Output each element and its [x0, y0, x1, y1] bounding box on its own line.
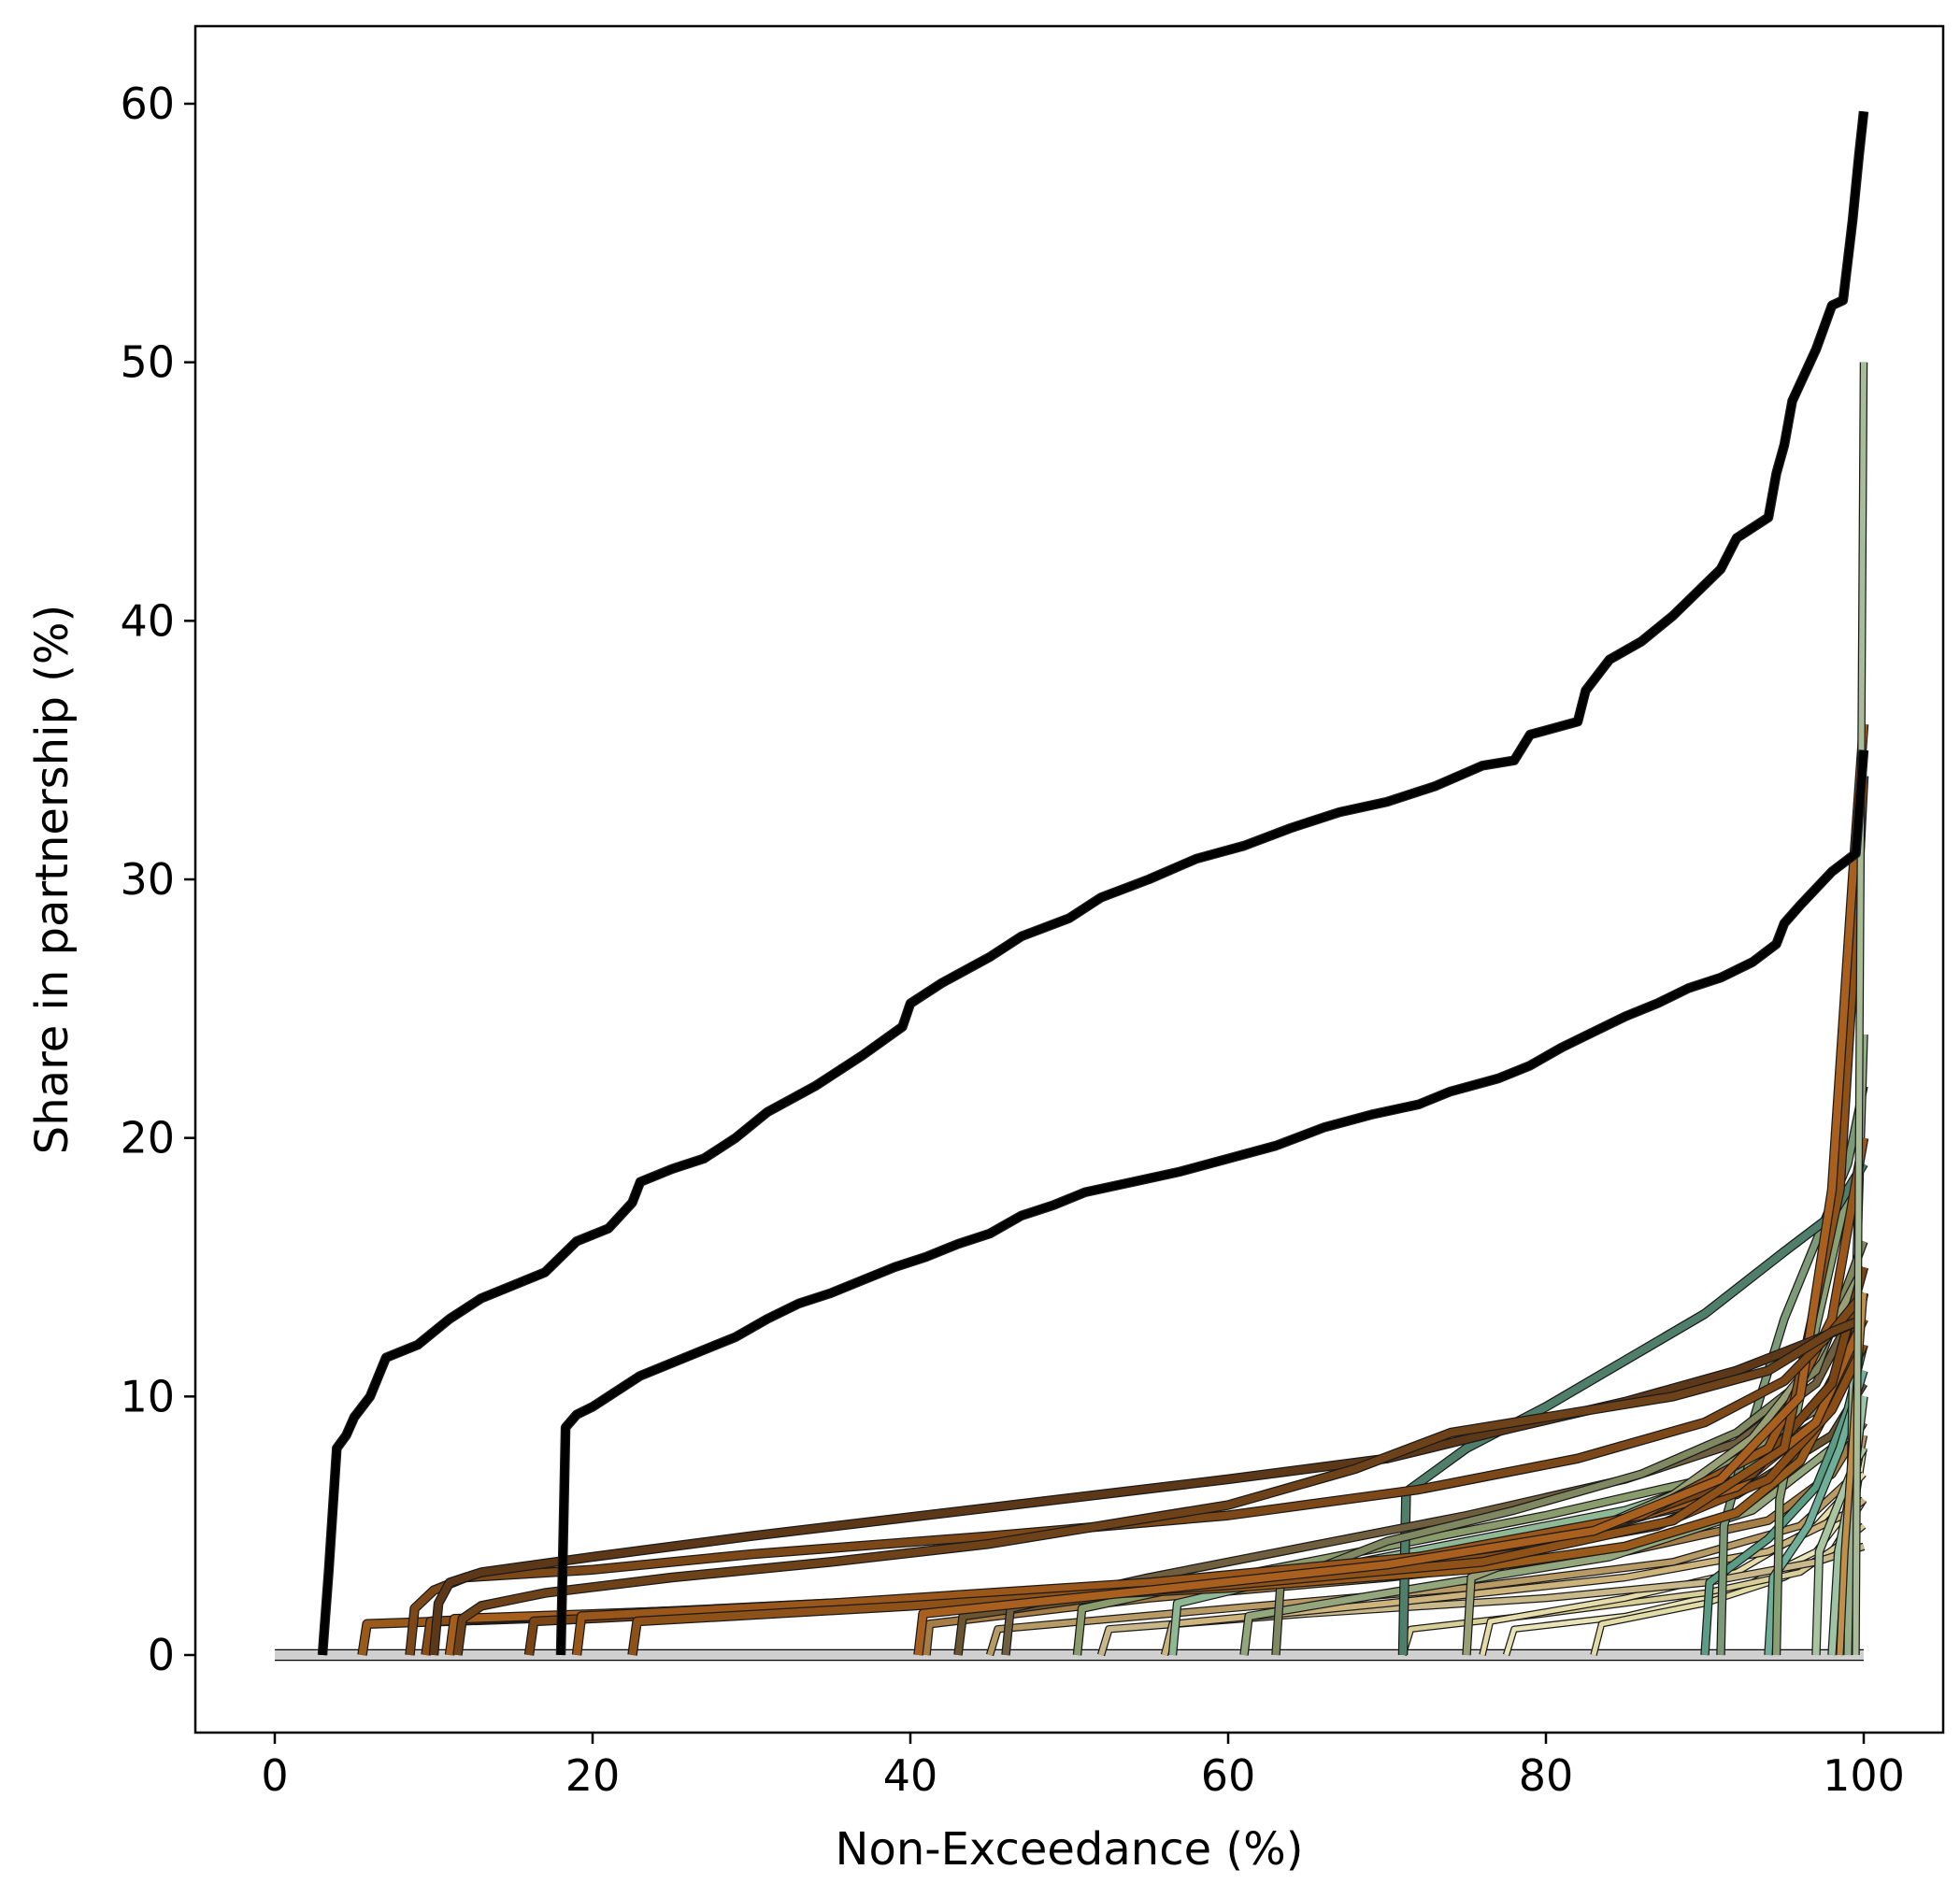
series-30-line	[914, 723, 1867, 1656]
series-layer	[275, 110, 1869, 1662]
y-tick-label: 30	[120, 854, 175, 905]
x-tick-label: 60	[1201, 1750, 1256, 1801]
y-tick-label: 10	[120, 1371, 175, 1421]
series-37-line	[557, 749, 1867, 1656]
y-tick-label: 40	[120, 595, 175, 646]
series-36-line	[319, 110, 1867, 1656]
series-17-line	[1717, 1085, 1867, 1656]
y-axis-label: Share in partnership (%)	[26, 605, 79, 1154]
x-tick-label: 0	[261, 1750, 288, 1801]
y-axis: 0 10 20 30 40 50 60	[120, 78, 195, 1680]
series-29-line	[628, 776, 1867, 1656]
series-20-line	[1399, 1162, 1867, 1656]
x-axis: 0 20 40 60 80 100	[261, 1733, 1905, 1801]
series-33-line	[453, 1315, 1866, 1656]
x-tick-label: 80	[1519, 1750, 1574, 1801]
x-tick-label: 40	[883, 1750, 938, 1801]
series-32-line	[430, 1315, 1866, 1656]
y-tick-label: 60	[120, 78, 175, 129]
x-tick-label: 20	[565, 1750, 621, 1801]
y-tick-label: 20	[120, 1113, 175, 1163]
x-axis-label: Non-Exceedance (%)	[836, 1823, 1304, 1876]
y-tick-label: 0	[148, 1630, 175, 1680]
series-35-line	[1853, 362, 1867, 1656]
x-tick-label: 100	[1823, 1750, 1905, 1801]
y-tick-label: 50	[120, 337, 175, 388]
